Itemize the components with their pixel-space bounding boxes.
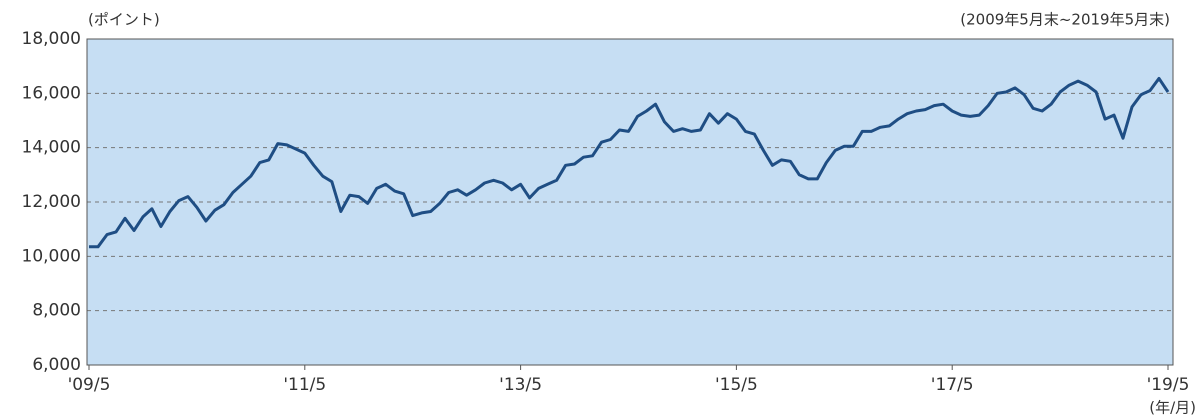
x-tick-label: '15/5: [715, 375, 758, 395]
y-tick-label: 6,000: [32, 355, 81, 375]
data-line: [89, 76, 1170, 249]
x-axis-label: (年/月): [1149, 399, 1196, 417]
x-tick-label: '19/5: [1147, 375, 1190, 395]
y-tick-label: 12,000: [22, 192, 81, 212]
y-tick-label: 10,000: [22, 246, 81, 266]
x-tick-label: '17/5: [931, 375, 974, 395]
y-tick-label: 18,000: [22, 29, 81, 49]
y-tick-label: 16,000: [22, 83, 81, 103]
y-tick-label: 8,000: [32, 301, 81, 321]
y-tick-label: 14,000: [22, 138, 81, 158]
subtitle: (2009年5月末~2019年5月末): [960, 11, 1170, 29]
y-axis-label: (ポイント): [88, 11, 160, 29]
x-tick-label: '11/5: [283, 375, 326, 395]
x-tick-label: '09/5: [68, 375, 111, 395]
plot-border: [86, 38, 1174, 366]
x-tick-label: '13/5: [499, 375, 542, 395]
